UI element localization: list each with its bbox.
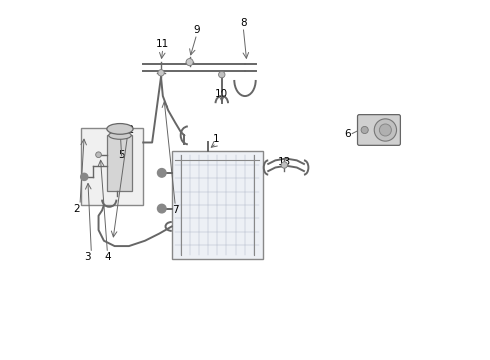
Text: 3: 3 — [84, 252, 91, 262]
Text: 4: 4 — [104, 252, 111, 262]
Circle shape — [96, 152, 101, 158]
Circle shape — [379, 124, 392, 136]
Circle shape — [219, 71, 225, 78]
Bar — [107, 135, 132, 191]
Text: 11: 11 — [156, 39, 170, 49]
Circle shape — [281, 162, 288, 168]
Text: 8: 8 — [240, 18, 246, 28]
Ellipse shape — [109, 131, 131, 139]
Circle shape — [157, 168, 166, 177]
Text: 10: 10 — [215, 89, 228, 99]
Circle shape — [374, 119, 396, 141]
Text: 1: 1 — [213, 134, 220, 144]
Circle shape — [158, 69, 164, 76]
Bar — [172, 152, 263, 258]
Text: 13: 13 — [278, 157, 291, 167]
Text: 2: 2 — [73, 203, 80, 213]
Text: 5: 5 — [119, 150, 125, 160]
Bar — [81, 128, 143, 205]
FancyBboxPatch shape — [358, 114, 400, 145]
Circle shape — [361, 126, 368, 134]
Text: 12: 12 — [122, 125, 136, 135]
Circle shape — [81, 173, 88, 180]
Text: 9: 9 — [194, 25, 200, 35]
Text: 6: 6 — [344, 129, 350, 139]
Ellipse shape — [107, 123, 133, 134]
Text: 7: 7 — [172, 205, 179, 215]
Circle shape — [186, 59, 193, 66]
Circle shape — [157, 204, 166, 213]
